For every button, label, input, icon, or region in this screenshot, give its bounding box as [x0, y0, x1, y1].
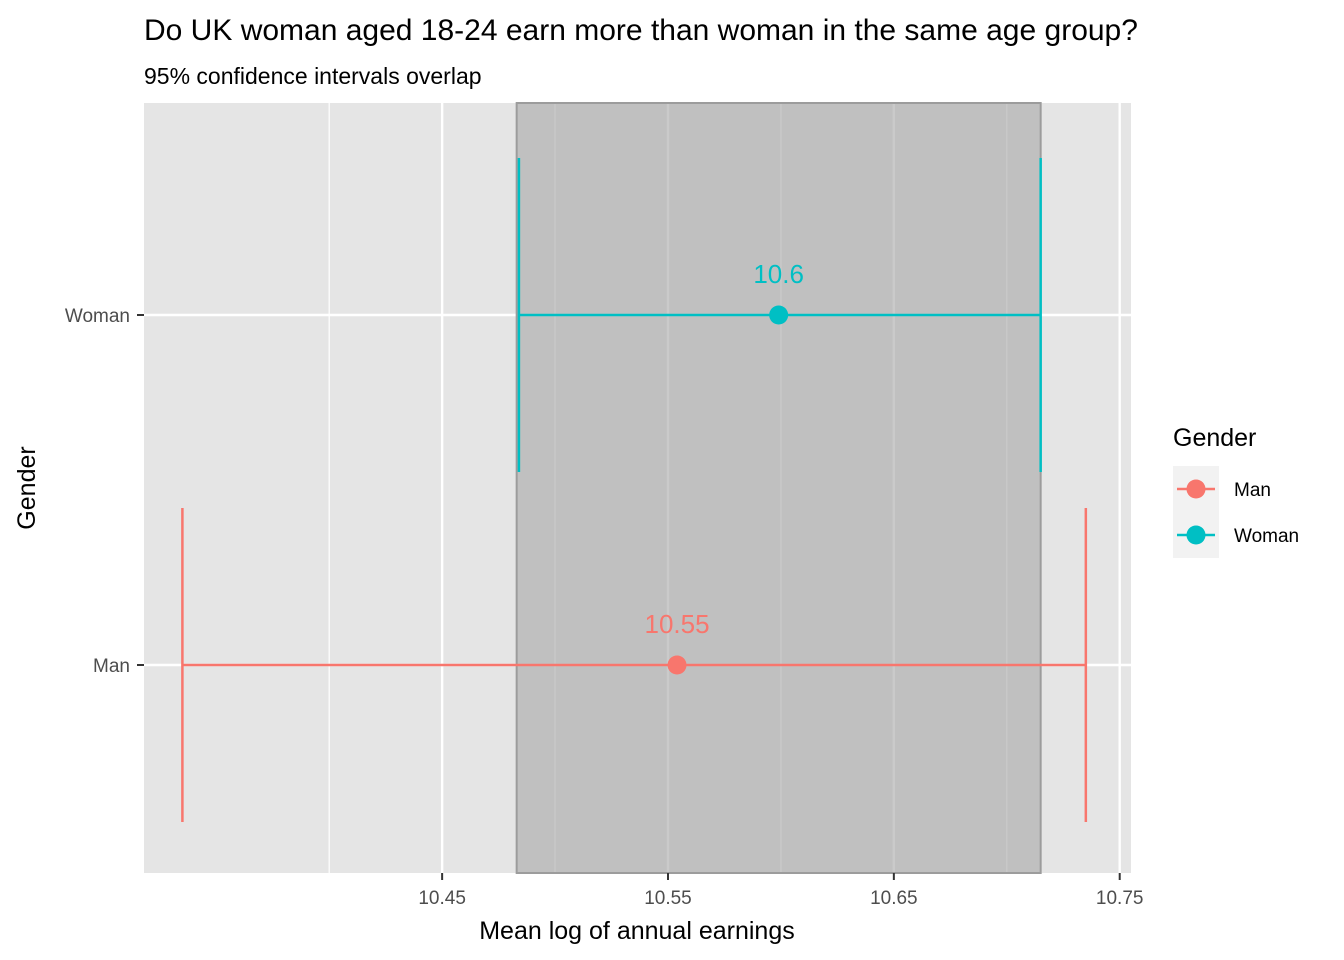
legend: Gender Man Woman — [1173, 424, 1299, 558]
legend-key-point — [1186, 479, 1206, 499]
data-label: 10.55 — [644, 609, 709, 639]
overlap-band — [515, 102, 1042, 874]
legend-item-woman: Woman — [1173, 512, 1299, 558]
mean-point — [667, 655, 687, 675]
legend-label: Man — [1234, 480, 1271, 501]
y-axis-title: Gender — [13, 446, 41, 529]
x-axis: 10.45 10.55 10.65 10.75 — [418, 873, 1143, 909]
x-axis-title: Mean log of annual earnings — [479, 917, 795, 945]
series-layer: 10.55 10.6 — [181, 158, 1088, 822]
chart-subtitle: 95% confidence intervals overlap — [144, 63, 482, 89]
x-tick-label: 10.55 — [644, 888, 692, 909]
x-tick-label: 10.65 — [870, 888, 918, 909]
y-axis: Man Woman — [65, 306, 144, 677]
legend-key-point — [1186, 525, 1206, 545]
chart-title: Do UK woman aged 18-24 earn more than wo… — [144, 14, 1138, 47]
y-tick-label: Woman — [65, 306, 130, 327]
legend-label: Woman — [1234, 526, 1299, 547]
series-woman: 10.6 — [517, 158, 1042, 472]
data-label: 10.6 — [753, 259, 804, 289]
legend-item-man: Man — [1173, 466, 1271, 512]
legend-title: Gender — [1173, 424, 1256, 452]
y-tick-label: Man — [93, 656, 130, 677]
mean-point — [769, 305, 789, 325]
series-man: 10.55 — [181, 508, 1088, 822]
x-tick-label: 10.45 — [418, 888, 466, 909]
x-tick-label: 10.75 — [1096, 888, 1144, 909]
